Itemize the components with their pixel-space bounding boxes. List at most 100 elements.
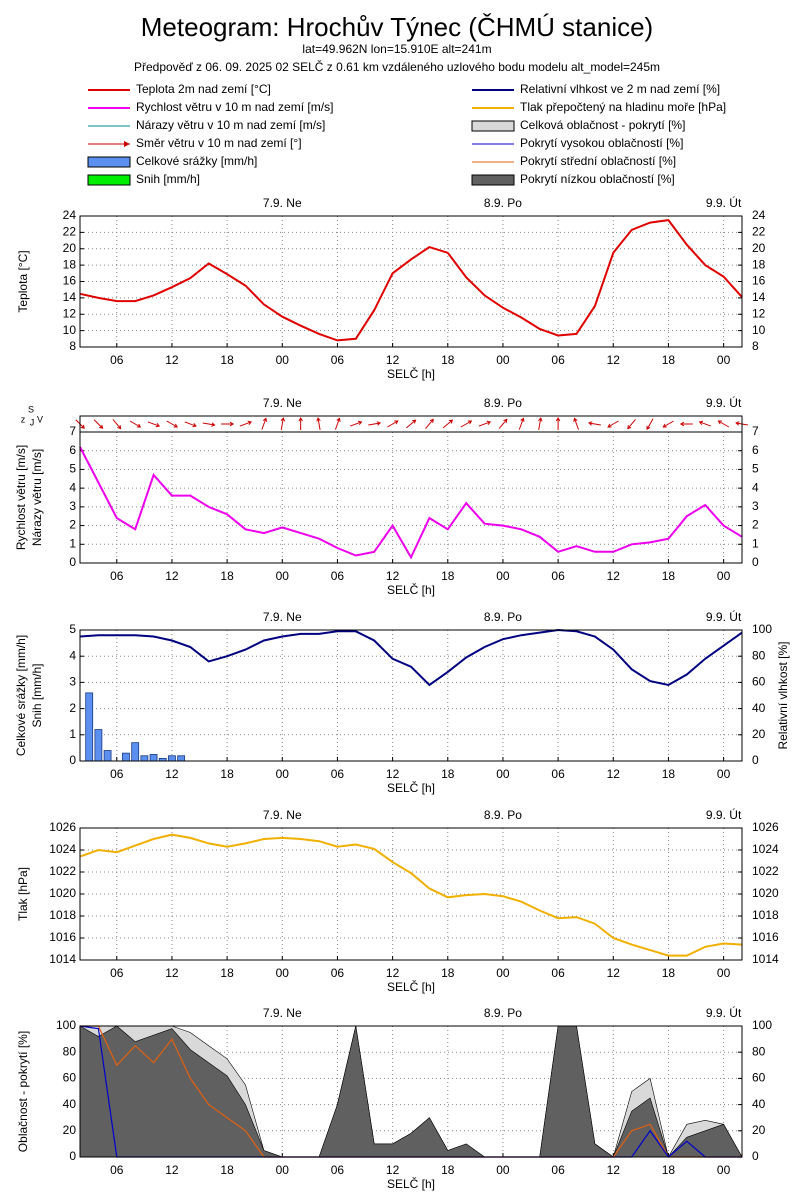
compass-label: V (37, 414, 43, 424)
y2-tick-label: 1020 (752, 886, 779, 900)
legend-label: Pokrytí vysokou oblačností [%] (520, 136, 683, 150)
y-axis-label: Snih [mm/h] (30, 663, 44, 727)
y2-tick-label: 18 (752, 257, 766, 271)
y-tick-label: 3 (69, 499, 76, 513)
y-tick-label: 1016 (49, 930, 76, 944)
y-axis-label: Teplota [°C] (16, 250, 30, 312)
wind-arrow (239, 420, 253, 427)
x-tick-label: 18 (441, 1163, 455, 1177)
y-tick-label: 40 (63, 1097, 77, 1111)
y2-tick-label: 7 (752, 424, 759, 438)
y2-tick-label: 2 (752, 518, 759, 532)
y2-tick-label: 22 (752, 225, 766, 239)
wind-arrow (202, 422, 216, 427)
legend-swatch (87, 174, 131, 186)
wind-arrow (442, 419, 454, 429)
y-tick-label: 1020 (49, 886, 76, 900)
x-axis-label: SELČ [h] (387, 582, 435, 597)
precip-bar (168, 755, 176, 762)
precip-bar (94, 729, 103, 762)
y-tick-label: 1018 (49, 908, 76, 922)
x-tick-label: 06 (331, 966, 345, 980)
plot-frame (79, 629, 743, 762)
y2-tick-label: 1018 (752, 908, 779, 922)
y2-tick-label: 1024 (752, 842, 779, 856)
compass-label: J (30, 417, 35, 427)
y2-tick-label: 3 (752, 499, 759, 513)
wind-arrow (478, 420, 492, 427)
x-tick-label: 18 (441, 767, 455, 781)
legend-label: Pokrytí nízkou oblačností [%] (520, 172, 675, 186)
x-tick-label: 18 (441, 353, 455, 367)
y-tick-label: 0 (69, 555, 76, 569)
x-tick-label: 00 (717, 767, 731, 781)
y-tick-label: 2 (69, 701, 76, 715)
y-tick-label: 80 (63, 1044, 77, 1058)
y-tick-label: 14 (63, 290, 77, 304)
x-tick-label: 12 (165, 966, 179, 980)
day-label: 8.9. Po (484, 610, 522, 624)
y-axis-label: Oblačnost - pokrytí [%] (16, 1031, 30, 1152)
y-axis-label: Tlak [hPa] (16, 867, 30, 921)
y2-tick-label: 12 (752, 306, 766, 320)
y-tick-label: 22 (63, 225, 77, 239)
y-tick-label: 2 (69, 518, 76, 532)
x-tick-label: 12 (386, 767, 400, 781)
legend-label: Nárazy větru v 10 m nad zemí [m/s] (136, 118, 325, 132)
y2-tick-label: 1026 (752, 820, 779, 834)
x-tick-label: 00 (496, 353, 510, 367)
x-tick-label: 18 (220, 353, 234, 367)
legend-swatch (471, 174, 515, 186)
precip-bar (149, 754, 158, 762)
x-tick-label: 06 (331, 353, 345, 367)
title: Meteogram: Hrochův Týnec (ČHMÚ stanice) (141, 12, 653, 42)
x-tick-label: 06 (110, 569, 124, 583)
cloud-area (79, 1025, 743, 1158)
y2-tick-label: 6 (752, 443, 759, 457)
y-tick-label: 1022 (49, 864, 76, 878)
x-tick-label: 00 (717, 1163, 731, 1177)
day-label: 9.9. Út (706, 1005, 742, 1020)
day-label: 7.9. Ne (263, 396, 302, 410)
wind-arrow (498, 418, 508, 429)
legend-swatch (471, 120, 515, 132)
x-tick-label: 18 (220, 966, 234, 980)
x-tick-label: 12 (165, 767, 179, 781)
y-tick-label: 6 (69, 443, 76, 457)
y2-tick-label: 8 (752, 339, 759, 353)
data-line (79, 446, 743, 560)
y2-tick-label: 100 (752, 622, 772, 636)
day-label: 9.9. Út (706, 195, 742, 210)
wind-arrow (555, 417, 561, 430)
y-tick-label: 4 (69, 648, 76, 662)
x-tick-label: 06 (551, 353, 565, 367)
legend-label: Směr větru v 10 m nad zemí [°] (136, 136, 302, 150)
x-tick-label: 00 (496, 767, 510, 781)
wind-arrow (588, 421, 601, 426)
x-tick-label: 00 (717, 569, 731, 583)
wind-arrow (679, 421, 693, 427)
x-tick-label: 00 (496, 569, 510, 583)
day-label: 7.9. Ne (263, 610, 302, 624)
y-tick-label: 8 (69, 339, 76, 353)
y-tick-label: 1 (69, 536, 76, 550)
plot-frame (79, 827, 743, 961)
y2-tick-label: 1022 (752, 864, 779, 878)
y-tick-label: 16 (63, 274, 77, 288)
plot-frame (79, 215, 743, 348)
x-tick-label: 12 (165, 1163, 179, 1177)
y2-tick-label: 60 (752, 1071, 766, 1085)
x-tick-label: 06 (551, 767, 565, 781)
y2-tick-label: 20 (752, 1123, 766, 1137)
wind-arrow (518, 417, 525, 430)
x-tick-label: 12 (165, 569, 179, 583)
day-label: 9.9. Út (706, 609, 742, 624)
day-label: 8.9. Po (484, 396, 522, 410)
wind-arrow (350, 420, 363, 427)
y2-tick-label: 10 (752, 323, 766, 337)
wind-arrow (184, 421, 197, 428)
day-label: 7.9. Ne (263, 196, 302, 210)
x-tick-label: 12 (607, 569, 621, 583)
wind-arrow (627, 419, 636, 430)
